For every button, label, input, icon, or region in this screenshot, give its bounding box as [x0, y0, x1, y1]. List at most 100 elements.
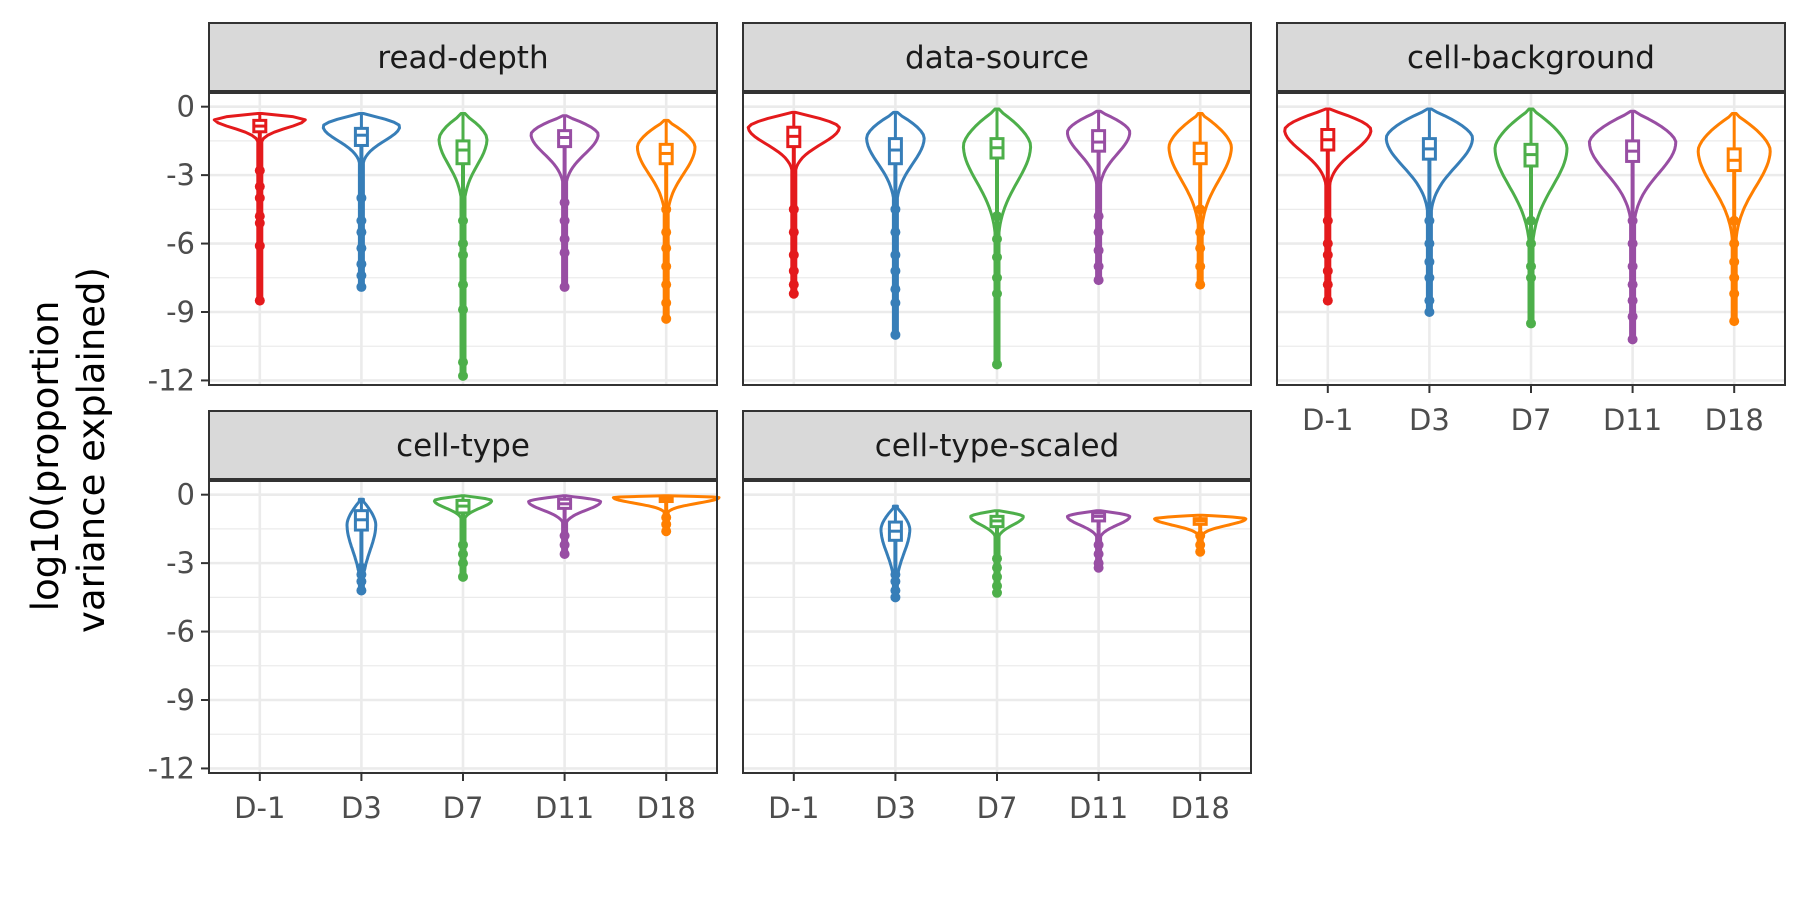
- min-point: [559, 281, 570, 292]
- outlier-point: [661, 243, 672, 254]
- x-tick-label: D3: [1409, 403, 1450, 437]
- outlier-point: [661, 227, 672, 238]
- outlier-point: [356, 227, 367, 238]
- outlier-point: [356, 270, 367, 281]
- outlier-point: [1627, 215, 1638, 226]
- outlier-point: [559, 247, 570, 258]
- panel-cell-type-scaled: cell-type-scaled D-1 D3 D7 D11 D18: [742, 410, 1252, 825]
- min-point: [356, 585, 367, 596]
- x-tick-label: D11: [535, 791, 594, 825]
- outlier-point: [661, 279, 672, 290]
- outlier-point: [254, 218, 265, 229]
- violin-D3: [1384, 107, 1474, 317]
- violin-D11: [529, 114, 600, 292]
- y-tick-label: -3: [166, 546, 195, 580]
- outlier-point: [458, 238, 468, 249]
- facet-strip: [1276, 22, 1786, 92]
- y-tick-label: -12: [148, 363, 195, 397]
- violin-D7: [961, 107, 1033, 370]
- outlier-point: [890, 297, 901, 308]
- violin-D3: [345, 497, 378, 596]
- min-point: [1526, 318, 1536, 329]
- min-point: [661, 526, 672, 537]
- violin-D11: [1066, 109, 1132, 286]
- outlier-point: [1322, 215, 1333, 226]
- outlier-point: [1526, 261, 1536, 272]
- outlier-point: [661, 204, 672, 215]
- outlier-point: [559, 539, 570, 550]
- facet-strip-label: data-source: [905, 40, 1089, 76]
- min-point: [992, 359, 1002, 370]
- outlier-point: [356, 562, 367, 573]
- min-point: [788, 288, 799, 299]
- box-iqr: [455, 139, 471, 166]
- outlier-point: [1627, 295, 1638, 306]
- outlier-point: [661, 512, 672, 523]
- min-point: [1195, 546, 1206, 557]
- outlier-point: [254, 181, 265, 192]
- outlier-point: [559, 197, 570, 208]
- outlier-point: [458, 215, 468, 226]
- x-tick-label: D18: [1705, 403, 1764, 437]
- outlier-point: [788, 204, 799, 215]
- outlier-point: [1424, 256, 1435, 267]
- min-point: [1093, 562, 1104, 573]
- outlier-point: [458, 279, 468, 290]
- outlier-point: [1729, 272, 1740, 283]
- outlier-point: [1424, 272, 1435, 283]
- panel-data-source: data-source: [742, 22, 1252, 386]
- y-tick-label: -9: [166, 683, 195, 717]
- outlier-point: [992, 562, 1002, 573]
- violin-D11: [1587, 109, 1678, 345]
- outlier-point: [559, 234, 570, 244]
- outlier-point: [356, 192, 367, 203]
- outlier-point: [458, 539, 468, 550]
- outlier-point: [356, 259, 367, 270]
- outlier-point: [1729, 238, 1740, 249]
- outlier-point: [356, 569, 367, 580]
- outlier-point: [1195, 530, 1206, 541]
- outlier-point: [992, 272, 1002, 283]
- x-tick-label: D3: [875, 791, 916, 825]
- x-tick-label: D18: [637, 791, 696, 825]
- outlier-point: [1526, 272, 1536, 283]
- outlier-point: [254, 192, 265, 203]
- outlier-point: [1526, 215, 1536, 226]
- min-point: [1322, 295, 1333, 306]
- outlier-point: [992, 571, 1002, 582]
- outlier-point: [458, 558, 468, 569]
- panel-cell-type: cell-type 0 -3 -6 -9 -12 D-1 D3 D7 D11 D18: [148, 410, 721, 825]
- x-tick-label: D-1: [1302, 403, 1353, 437]
- outlier-point: [1729, 215, 1740, 226]
- x-tick-label: D11: [1603, 403, 1662, 437]
- panel-grid: [209, 481, 717, 773]
- facet-strip-label: read-depth: [377, 40, 548, 76]
- violin-D7: [969, 509, 1025, 598]
- outlier-point: [992, 252, 1002, 263]
- panel-read-depth: read-depth 0 -3 -6 -9 -12: [148, 22, 718, 397]
- outlier-point: [254, 211, 265, 222]
- outlier-point: [992, 288, 1002, 299]
- outlier-point: [1627, 279, 1638, 290]
- outlier-point: [1093, 211, 1104, 222]
- x-tick-label: D7: [1511, 403, 1552, 437]
- violin-D3: [879, 504, 912, 603]
- outlier-point: [559, 530, 570, 541]
- outlier-point: [890, 265, 901, 276]
- min-point: [1627, 334, 1638, 345]
- violin-D18: [611, 494, 721, 537]
- outlier-point: [1424, 295, 1435, 306]
- y-axis-title: log10(proportion variance explained): [24, 267, 113, 633]
- min-point: [458, 571, 468, 582]
- outlier-point: [788, 249, 799, 260]
- min-point: [1729, 316, 1740, 327]
- outlier-point: [1627, 261, 1638, 272]
- min-point: [661, 313, 672, 324]
- outlier-point: [458, 357, 468, 368]
- y-tick-label: 0: [177, 478, 195, 512]
- min-point: [1424, 307, 1435, 317]
- outlier-point: [356, 576, 367, 587]
- outlier-point: [254, 240, 265, 251]
- facet-strip-label: cell-background: [1407, 40, 1655, 76]
- y-axis-title-line-1: log10(proportion: [24, 301, 67, 612]
